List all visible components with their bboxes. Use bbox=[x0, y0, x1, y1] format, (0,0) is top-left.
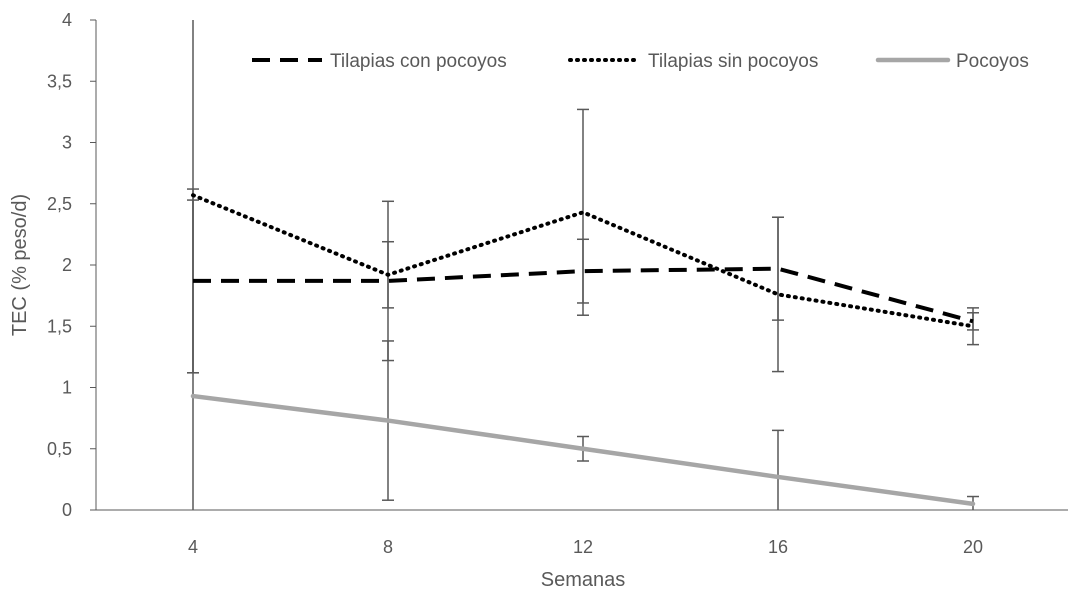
y-tick-label: 0,5 bbox=[47, 439, 72, 459]
y-tick-label: 4 bbox=[62, 10, 72, 30]
y-axis-title: TEC (% peso/d) bbox=[9, 194, 31, 336]
series-line-1 bbox=[193, 266, 974, 324]
y-tick-label: 0 bbox=[62, 500, 72, 520]
series-lines bbox=[190, 193, 976, 507]
y-tick-label: 1 bbox=[62, 378, 72, 398]
series-line-3 bbox=[190, 393, 976, 507]
y-tick-label: 3 bbox=[62, 133, 72, 153]
x-tick-label: 12 bbox=[573, 537, 593, 557]
x-axis-title: Semanas bbox=[541, 569, 626, 591]
y-tick-label: 3,5 bbox=[47, 71, 72, 91]
legend: Tilapias con pocoyos Tilapias sin pocoyos… bbox=[252, 51, 1029, 72]
y-tick-label: 2,5 bbox=[47, 194, 72, 214]
y-tick-label: 2 bbox=[62, 255, 72, 275]
y-tick-label: 1,5 bbox=[47, 316, 72, 336]
x-tick-label: 4 bbox=[188, 537, 198, 557]
x-tick-label: 8 bbox=[383, 537, 393, 557]
x-tick-label: 20 bbox=[963, 537, 983, 557]
series-line-2 bbox=[191, 193, 975, 329]
x-tick-label: 16 bbox=[768, 537, 788, 557]
legend-label: Pocoyos bbox=[956, 51, 1029, 72]
ticks: 0 0,5 1 1,5 2 2,5 3 3,5 4 4 8 12 16 20 bbox=[47, 10, 983, 557]
legend-label: Tilapias sin pocoyos bbox=[648, 51, 818, 72]
legend-label: Tilapias con pocoyos bbox=[330, 51, 507, 72]
error-bars bbox=[187, 20, 979, 510]
